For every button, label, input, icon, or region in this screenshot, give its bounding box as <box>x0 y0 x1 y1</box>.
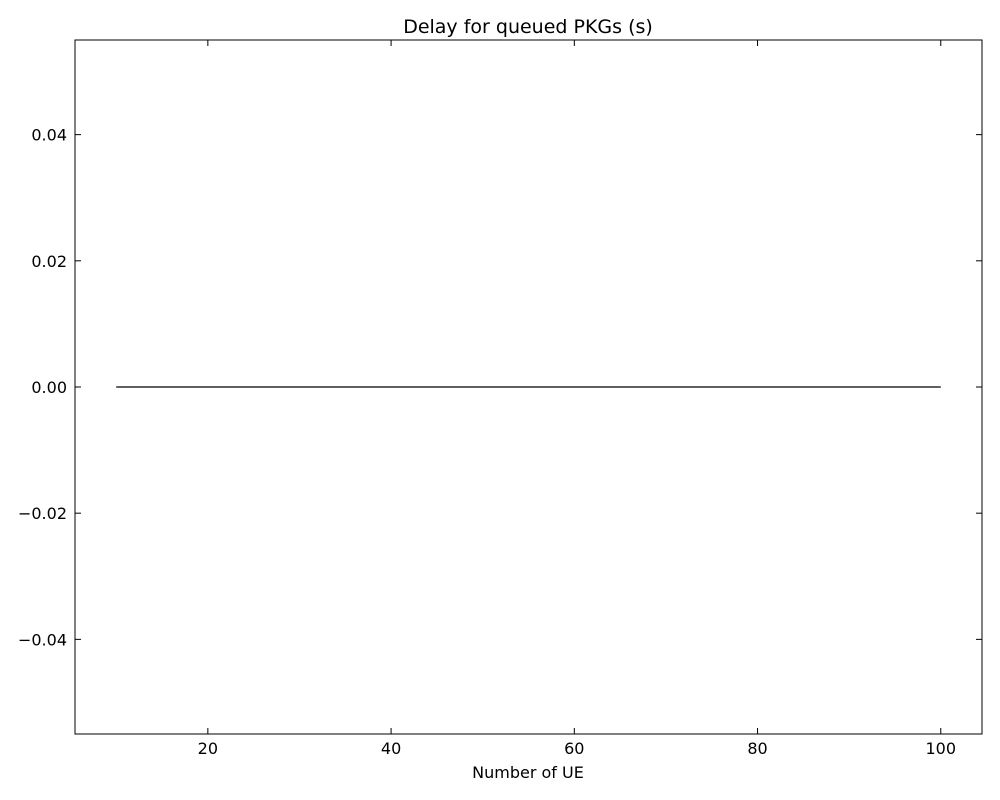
y-tick-label: 0.04 <box>31 126 67 145</box>
chart-title: Delay for queued PKGs (s) <box>403 16 653 38</box>
x-tick-label: 60 <box>564 739 584 758</box>
y-tick-label: −0.04 <box>18 630 67 649</box>
x-tick-label: 20 <box>198 739 218 758</box>
x-axis: 20 40 60 80 100 <box>198 40 956 758</box>
x-tick-label: 80 <box>747 739 767 758</box>
y-tick-label: −0.02 <box>18 504 67 523</box>
y-tick-label: 0.02 <box>31 252 67 271</box>
x-axis-label: Number of UE <box>472 763 584 782</box>
y-axis: −0.04 −0.02 0.00 0.02 0.04 <box>18 126 982 649</box>
y-tick-label: 0.00 <box>31 378 67 397</box>
x-tick-label: 100 <box>925 739 956 758</box>
x-tick-label: 40 <box>381 739 401 758</box>
